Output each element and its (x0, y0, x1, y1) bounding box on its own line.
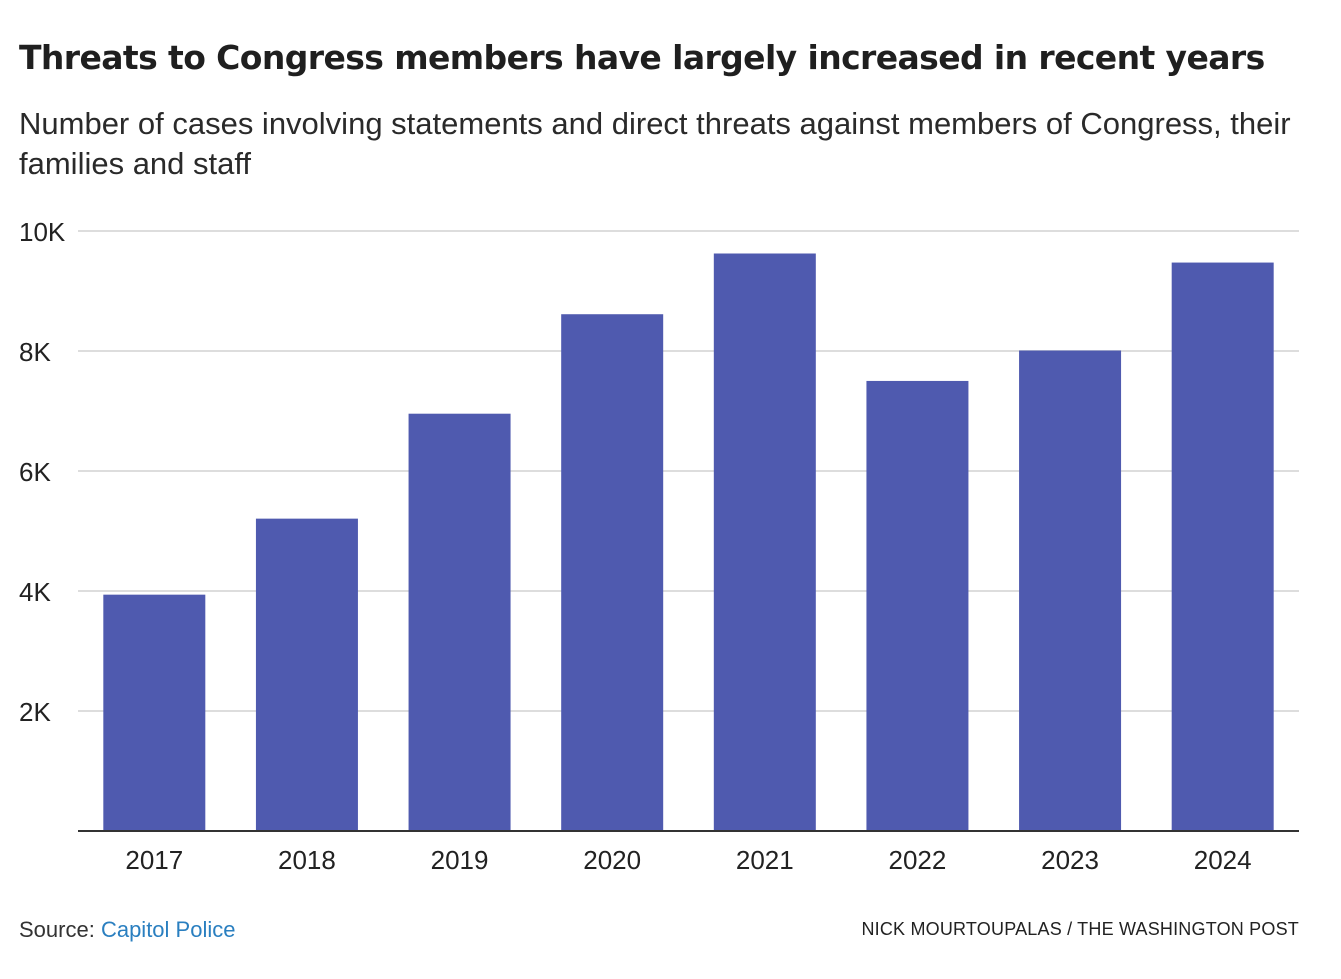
bar-2022 (866, 380, 969, 831)
chart-subtitle: Number of cases involving statements and… (19, 106, 1291, 181)
bar-2024 (1171, 262, 1274, 831)
bar-2020 (561, 314, 664, 832)
bar-2019 (408, 413, 511, 831)
bar-2021 (713, 253, 816, 831)
bar-chart: 2K 4K 6K 8K 10K 2017 2018 2019 2020 2021 2022 2023… (19, 217, 1299, 875)
bar-2023 (1019, 350, 1122, 831)
x-tick-label: 2024 (1194, 845, 1252, 875)
y-tick-label: 6K (19, 457, 51, 487)
y-axis-tick-labels: 2K 4K 6K 8K 10K (19, 217, 66, 727)
y-tick-label: 4K (19, 577, 51, 607)
y-tick-label: 10K (19, 217, 66, 247)
x-tick-label: 2023 (1041, 845, 1099, 875)
x-tick-label: 2019 (431, 845, 489, 875)
bars (103, 253, 1274, 832)
x-tick-label: 2021 (736, 845, 794, 875)
chart-title: Threats to Congress members have largely… (19, 38, 1265, 77)
x-tick-label: 2017 (125, 845, 183, 875)
x-tick-label: 2018 (278, 845, 336, 875)
y-tick-label: 2K (19, 697, 51, 727)
bar-2018 (255, 518, 358, 831)
byline-credit: NICK MOURTOUPALAS / THE WASHINGTON POST (861, 919, 1299, 939)
x-axis-tick-labels: 2017 2018 2019 2020 2021 2022 2023 2024 (125, 845, 1251, 875)
source-link[interactable]: Capitol Police (100, 917, 236, 942)
bar-2017 (103, 594, 206, 831)
y-tick-label: 8K (19, 337, 51, 367)
source-note: Source: Capitol Police (19, 917, 235, 943)
x-tick-label: 2022 (889, 845, 947, 875)
source-label: Source: (19, 917, 95, 942)
x-tick-label: 2020 (583, 845, 641, 875)
